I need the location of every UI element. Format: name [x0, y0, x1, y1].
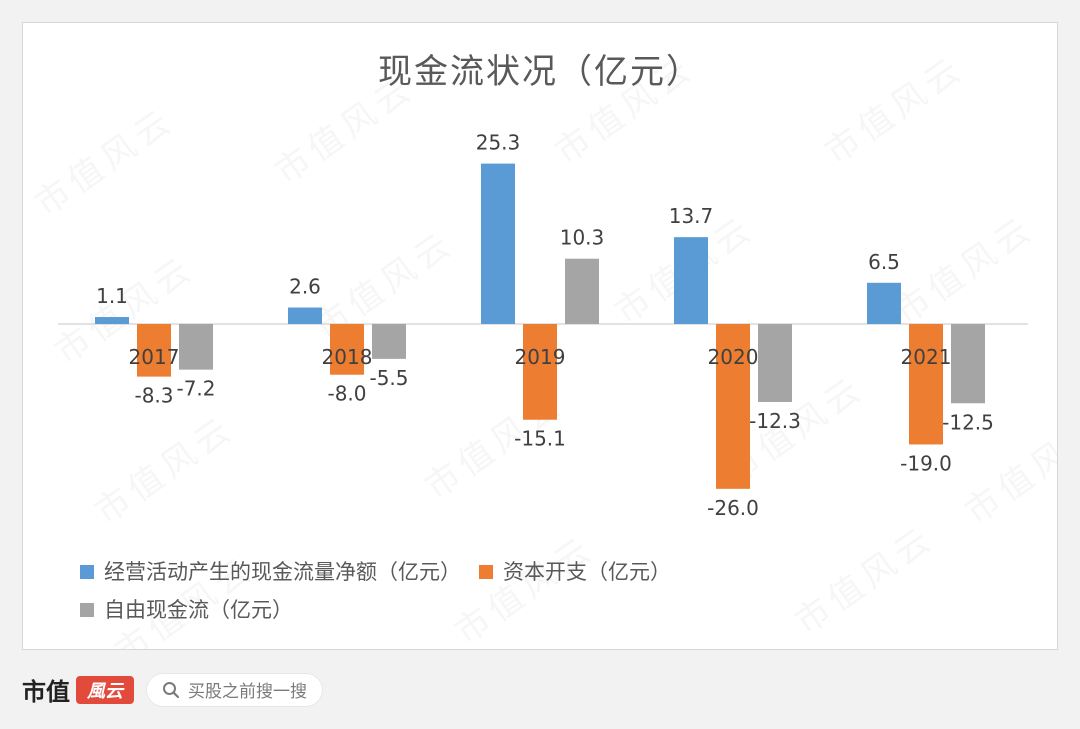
legend-label-capex: 资本开支（亿元）	[503, 560, 671, 584]
chart-title: 现金流状况（亿元）	[378, 52, 702, 92]
brand-logo[interactable]: 市值 風云	[22, 672, 134, 707]
data-label-2018-series-0: 2.6	[289, 275, 321, 299]
data-label-2019-series-2: 10.3	[560, 226, 605, 250]
bar-2018-series-2	[372, 324, 406, 359]
legend-item-operating-cash-flow: 经营活动产生的现金流量净额（亿元）	[80, 553, 461, 591]
bar-2018-series-1	[330, 324, 364, 375]
data-label-2021-series-0: 6.5	[868, 250, 900, 274]
x-tick-2019: 2019	[515, 345, 566, 369]
bar-2017-series-2	[179, 324, 213, 370]
bar-2020-series-2	[758, 324, 792, 402]
x-tick-2017: 2017	[129, 345, 180, 369]
x-tick-2021: 2021	[901, 345, 952, 369]
bar-2020-series-0	[674, 237, 708, 324]
footer-bar: 市值 風云 买股之前搜一搜	[0, 650, 1080, 729]
data-label-2019-series-0: 25.3	[476, 131, 521, 155]
bar-2021-series-2	[951, 324, 985, 404]
data-label-2017-series-0: 1.1	[96, 284, 128, 308]
data-label-2019-series-1: -15.1	[514, 427, 566, 451]
search-bar[interactable]: 买股之前搜一搜	[146, 672, 323, 707]
bar-2020-series-1	[716, 324, 750, 489]
x-tick-2020: 2020	[708, 345, 759, 369]
brand-text: 市值	[22, 678, 70, 706]
bar-2021-series-0	[867, 282, 901, 324]
bar-2017-series-1	[137, 324, 171, 377]
data-label-2020-series-2: -12.3	[749, 409, 801, 433]
data-label-2020-series-0: 13.7	[669, 204, 714, 228]
legend-item-free-cash-flow: 自由现金流（亿元）	[80, 591, 293, 629]
data-label-2021-series-2: -12.5	[942, 410, 994, 434]
bar-2019-series-0	[481, 163, 515, 324]
legend-swatch-capex	[479, 565, 493, 579]
data-label-2021-series-1: -19.0	[900, 451, 952, 475]
search-placeholder: 买股之前搜一搜	[188, 682, 307, 702]
bar-2019-series-2	[565, 258, 599, 324]
legend-label-free-cash-flow: 自由现金流（亿元）	[104, 598, 293, 622]
bar-2019-series-1	[523, 324, 557, 420]
legend-swatch-free-cash-flow	[80, 603, 94, 617]
legend-item-capex: 资本开支（亿元）	[479, 553, 671, 591]
chart-legend: 经营活动产生的现金流量净额（亿元） 资本开支（亿元） 自由现金流（亿元）	[80, 553, 1000, 629]
data-label-2018-series-2: -5.5	[369, 366, 408, 390]
bar-2018-series-0	[288, 307, 322, 324]
data-label-2017-series-2: -7.2	[176, 377, 215, 401]
legend-row-2: 自由现金流（亿元）	[80, 591, 1000, 629]
bar-2017-series-0	[95, 317, 129, 324]
legend-swatch-operating-cash-flow	[80, 565, 94, 579]
bar-2021-series-1	[909, 324, 943, 445]
brand-seal: 風云	[76, 675, 134, 704]
data-label-2020-series-1: -26.0	[707, 496, 759, 520]
data-label-2018-series-1: -8.0	[327, 382, 366, 406]
legend-row-1: 经营活动产生的现金流量净额（亿元） 资本开支（亿元）	[80, 553, 1000, 591]
legend-label-operating-cash-flow: 经营活动产生的现金流量净额（亿元）	[104, 560, 461, 584]
data-label-2017-series-1: -8.3	[134, 384, 173, 408]
x-tick-2018: 2018	[322, 345, 373, 369]
search-icon	[162, 681, 180, 699]
